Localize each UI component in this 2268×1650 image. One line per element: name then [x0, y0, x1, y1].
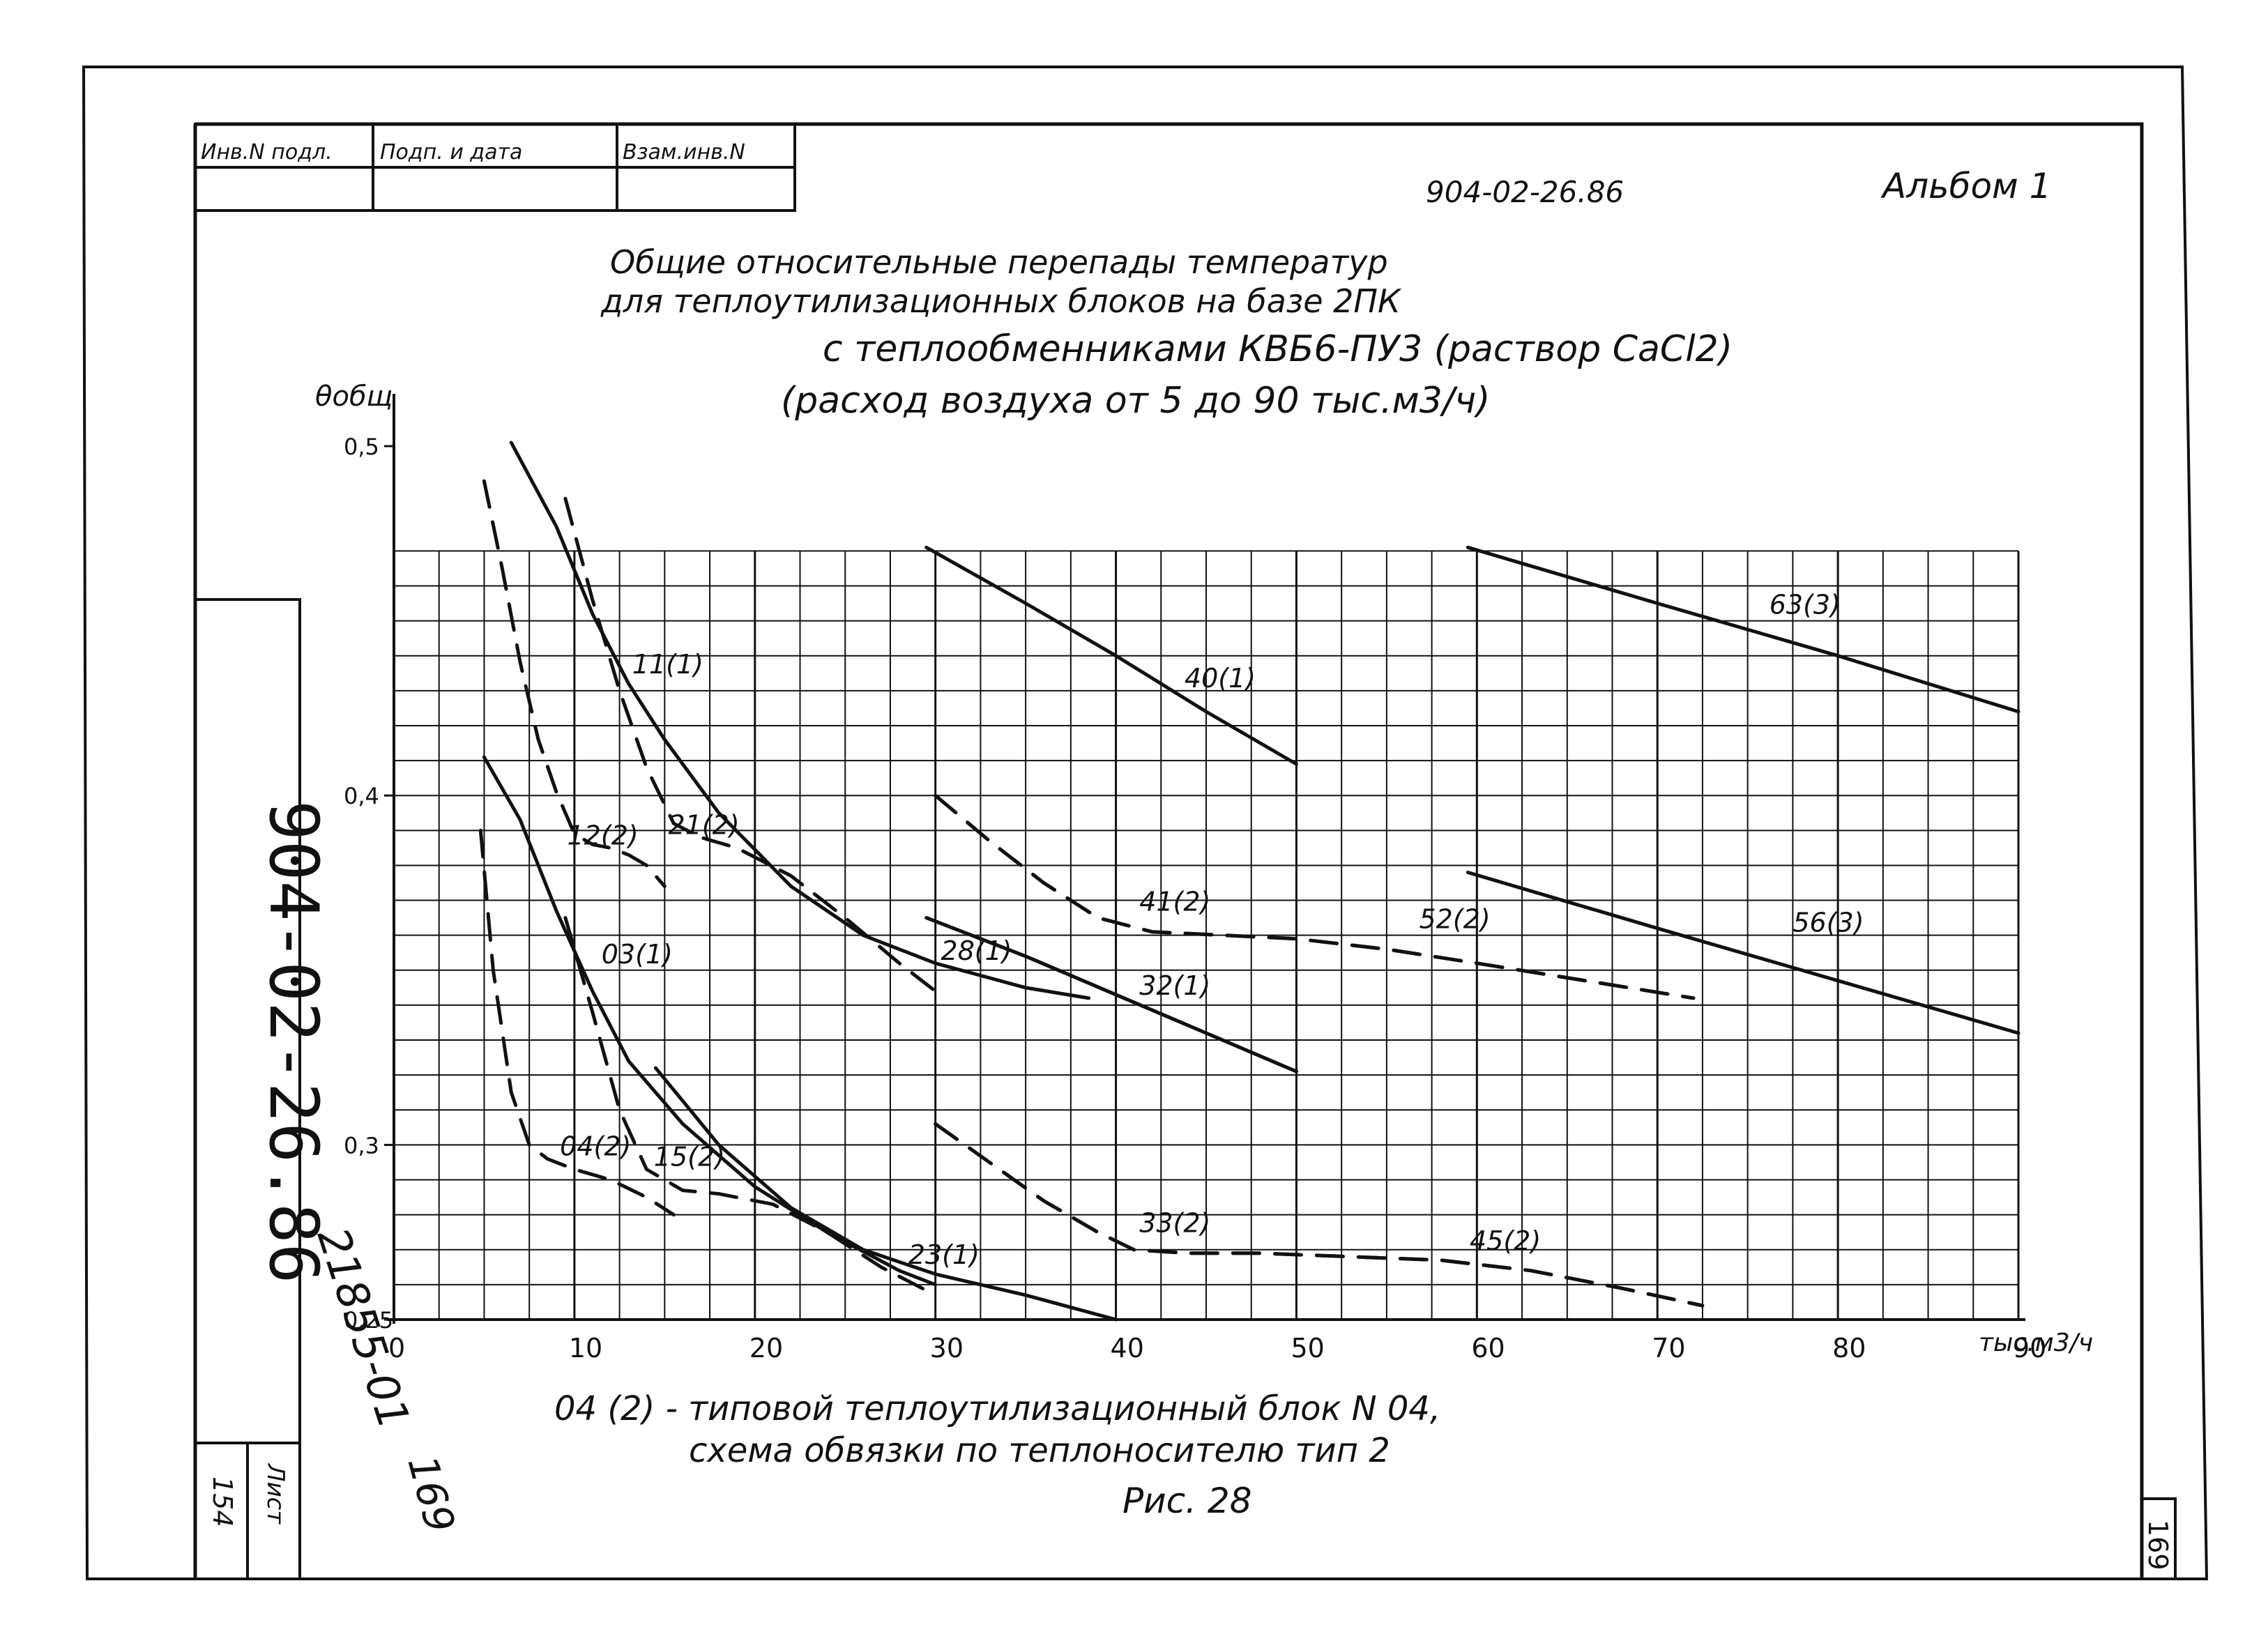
curve-label: 52(2) [1419, 904, 1490, 935]
caption-line-1: 04 (2) - типовой теплоутилизационный бло… [554, 1389, 1440, 1428]
y-tick-label: 0,4 [344, 783, 379, 809]
x-axis-unit: тыс.м3/ч [1979, 1329, 2093, 1357]
curve-label: 33(2) [1139, 1208, 1210, 1239]
side-sheet-number: 154 [207, 1476, 238, 1527]
series-line-231 [653, 1066, 1118, 1322]
chart: 0 10 20 30 40 50 60 70 80 900,50,40,30,25 11(1)12… [315, 381, 2093, 1363]
curve-label: 12(2) [568, 820, 639, 850]
y-tick-label: 0,5 [344, 434, 379, 460]
curve-label: 63(3) [1770, 590, 1841, 620]
album-label: Альбом 1 [1880, 166, 2051, 206]
chart-axes [387, 394, 2025, 1324]
series-line-563 [1466, 871, 2020, 1035]
chart-series [478, 441, 2020, 1322]
x-tick-label: 80 [1832, 1333, 1866, 1363]
curve-label: 32(1) [1139, 970, 1210, 1001]
series-line-633 [1466, 545, 2020, 714]
curve-label: 41(2) [1139, 887, 1210, 917]
x-tick-label: 0 [388, 1333, 405, 1363]
title-line-4: (расход воздуха от 5 до 90 тыс.м3/ч) [781, 380, 1490, 422]
x-tick-label: 20 [749, 1333, 783, 1363]
curve-label: 15(2) [654, 1141, 725, 1172]
series-line-452 [934, 1122, 1705, 1308]
chart-labels: 11(1) 12(2) 21(2) 03(1) 04(2) 15(2) 23(1) 28(1)… [560, 590, 1864, 1270]
caption-figure: Рис. 28 [1122, 1481, 1252, 1521]
x-tick-label: 90 [2013, 1333, 2046, 1363]
page-number: 169 [2143, 1520, 2173, 1571]
curve-label: 40(1) [1185, 663, 1256, 694]
caption-line-2: схема обвязки по теплоносителю тип 2 [689, 1431, 1390, 1470]
side-sheet-label: Лист [261, 1462, 289, 1525]
chart-ticks: 0 10 20 30 40 50 60 70 80 900,50,40,30,25 [344, 434, 2046, 1363]
curve-label: 45(2) [1470, 1225, 1541, 1256]
page-number-box [2140, 1497, 2177, 1580]
title-line-3: с теплообменниками КВБ6-ПУ3 (раствор CaC… [823, 328, 1733, 370]
stamp-col2-label: Подп. и дата [380, 140, 522, 165]
series-line-042 [478, 828, 676, 1217]
x-tick-label: 70 [1652, 1333, 1685, 1363]
side-stamp [194, 598, 301, 1580]
x-tick-label: 30 [930, 1333, 964, 1363]
curve-label: 04(2) [560, 1131, 631, 1161]
curve-label: 11(1) [632, 649, 703, 680]
curve-label: 03(1) [602, 939, 673, 970]
series-line-401 [924, 545, 1298, 766]
series-line-212 [563, 496, 938, 993]
curve-label: 56(3) [1793, 908, 1864, 938]
series-line-122 [482, 479, 667, 888]
stamp-col3-label: Взам.инв.N [623, 140, 745, 165]
stamp-table [194, 123, 796, 212]
y-axis-label: θобщ [315, 381, 393, 413]
series-line-111 [509, 441, 1091, 1000]
x-tick-label: 60 [1471, 1333, 1505, 1363]
stamp-col1-label: Инв.N подл. [201, 140, 333, 165]
curve-label: 28(1) [941, 935, 1012, 966]
x-tick-label: 40 [1111, 1333, 1144, 1363]
side-handwritten-number: 169 [398, 1451, 464, 1538]
series-line-152 [563, 916, 938, 1297]
y-tick-label: 0,3 [344, 1132, 379, 1159]
doc-code: 904-02-26.86 [1426, 175, 1624, 209]
chart-grid [393, 550, 2020, 1320]
series-line-321 [924, 916, 1298, 1074]
curve-label: 21(2) [669, 809, 740, 840]
x-tick-label: 50 [1291, 1333, 1324, 1363]
x-tick-label: 10 [569, 1333, 602, 1363]
title-line-2: для теплоутилизационных блоков на базе 2… [600, 282, 1402, 320]
title-line-1: Общие относительные перепады температур [610, 243, 1388, 281]
curve-label: 23(1) [908, 1239, 980, 1270]
side-vertical-code: 904-02-26.86 [254, 800, 333, 1284]
